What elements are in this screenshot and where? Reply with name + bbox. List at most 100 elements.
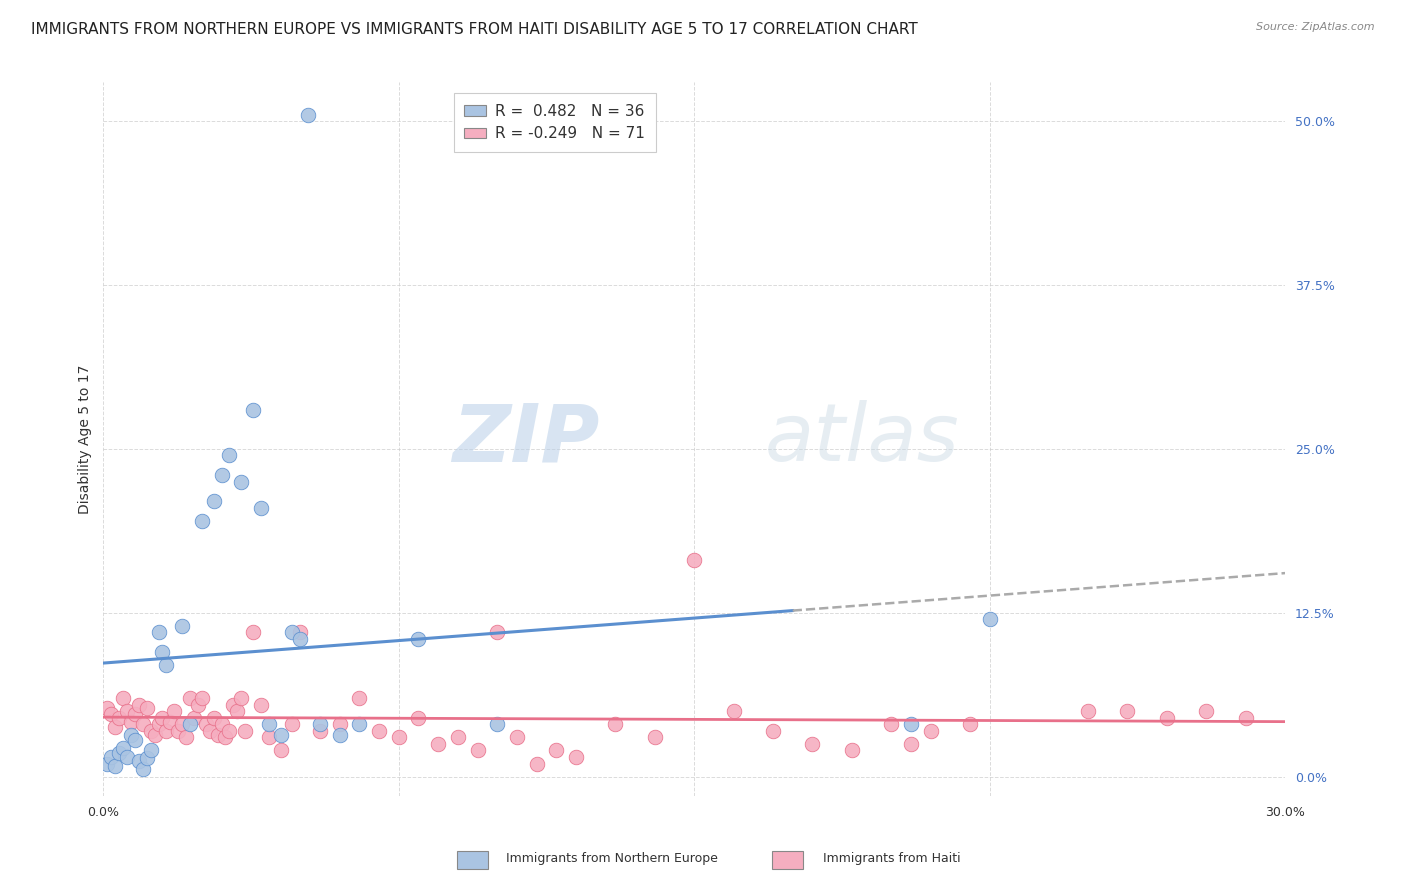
Point [349,717,371,731]
Point [233,723,256,738]
Point [132,762,155,776]
Point [297,108,319,122]
Point [115,750,138,764]
Text: IMMIGRANTS FROM NORTHERN EUROPE VS IMMIGRANTS FROM HAITI DISABILITY AGE 5 TO 17 : IMMIGRANTS FROM NORTHERN EUROPE VS IMMIG… [31,22,918,37]
Point [270,743,292,757]
Point [155,723,177,738]
Point [202,711,225,725]
Point [231,475,253,489]
Point [152,645,174,659]
Point [257,731,280,745]
Point [104,759,127,773]
Point [546,743,568,757]
Point [270,728,292,742]
Point [211,717,233,731]
Point [467,743,489,757]
Point [1156,711,1178,725]
Point [174,731,197,745]
Point [447,731,470,745]
Point [218,449,240,463]
Point [148,625,170,640]
Point [167,723,190,738]
Point [565,750,588,764]
Point [191,514,214,528]
Point [135,701,157,715]
Point [187,698,209,712]
Point [222,698,245,712]
Point [801,737,824,751]
Point [139,743,162,757]
Point [290,632,312,646]
Point [139,723,162,738]
Text: atlas: atlas [765,401,960,478]
Point [231,690,253,705]
Point [163,704,186,718]
Point [605,717,627,731]
Point [218,723,240,738]
Point [202,494,225,508]
Point [408,632,430,646]
Y-axis label: Disability Age 5 to 17: Disability Age 5 to 17 [79,365,93,514]
Point [762,723,785,738]
Point [179,717,201,731]
Point [250,500,273,515]
Point [427,737,450,751]
Point [408,711,430,725]
Point [506,731,529,745]
Point [486,717,509,731]
Point [920,723,942,738]
Text: Immigrants from Haiti: Immigrants from Haiti [823,852,960,864]
Point [250,698,273,712]
Point [723,704,745,718]
Point [183,711,205,725]
Point [281,717,304,731]
Point [900,737,922,751]
Point [309,717,332,731]
Point [148,717,170,731]
Point [1234,711,1257,725]
Point [132,717,155,731]
Point [644,731,666,745]
Point [152,711,174,725]
Point [257,717,280,731]
Text: ZIP: ZIP [453,401,600,478]
Point [211,468,233,483]
Point [486,625,509,640]
Point [100,750,122,764]
Point [100,706,122,721]
Point [155,658,177,673]
Point [242,625,264,640]
Point [172,619,194,633]
Point [120,714,142,729]
Point [226,704,249,718]
Point [159,714,181,729]
Point [120,728,142,742]
Point [194,717,217,731]
Point [329,728,352,742]
Point [104,720,127,734]
Point [979,612,1001,626]
Point [526,756,548,771]
Point [1077,704,1099,718]
Point [128,698,150,712]
Point [179,690,201,705]
Point [128,754,150,768]
Point [841,743,863,757]
Point [242,402,264,417]
Point [143,728,166,742]
Point [112,690,135,705]
Point [112,740,135,755]
Point [281,625,304,640]
Point [135,751,157,765]
Point [880,717,903,731]
Point [329,717,352,731]
Text: Source: ZipAtlas.com: Source: ZipAtlas.com [1257,22,1375,32]
Point [959,717,981,731]
Point [1116,704,1139,718]
Point [207,728,229,742]
Point [124,733,146,747]
Point [290,625,312,640]
Point [900,717,922,731]
Point [115,704,138,718]
Point [108,746,131,760]
